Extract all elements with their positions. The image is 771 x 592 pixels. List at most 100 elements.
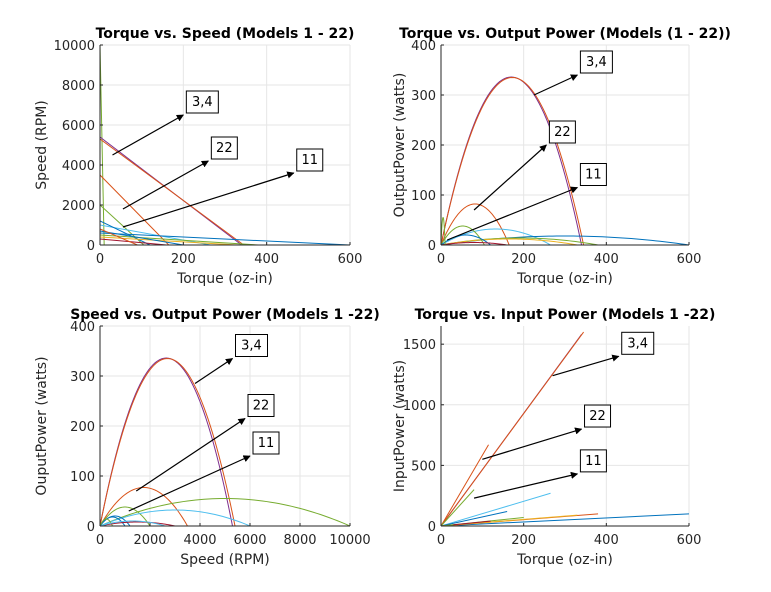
series-line-1 [100,45,105,245]
series-line-10 [100,521,176,526]
y-axis-label: Speed (RPM) [34,100,50,190]
y-tick-label: 6000 [62,119,95,134]
chart-title: Torque vs. Output Power (Models (1 - 22)… [399,26,731,42]
x-tick-label: 200 [511,252,536,267]
annotation-box-11 [296,148,324,172]
annotation-arrow-11 [122,171,295,228]
annotation-box-11 [579,163,607,186]
annotation-box-22 [584,404,612,428]
y-tick-label: 100 [411,189,436,204]
y-tick-label: 100 [70,470,95,485]
series-group [441,76,689,245]
series-line-4 [100,497,350,526]
series-line-9 [100,518,113,526]
series-line-10 [441,242,508,245]
x-axis-label: Torque (oz-in) [176,271,273,287]
annotation-box-11 [579,449,607,473]
annotation-arrow-22 [135,418,246,492]
series-line-5 [441,492,551,526]
y-tick-label: 500 [411,459,436,474]
series-line-3 [100,138,245,245]
annotation-label-22: 22 [554,125,571,140]
y-tick-label: 300 [411,89,436,104]
series-line-8 [441,225,485,245]
chart-title: Torque vs. Input Power (Models 1 -22) [415,307,716,323]
series-line-8 [100,515,131,526]
x-tick-label: 4000 [183,533,216,548]
annotation-arrow-11 [128,455,251,512]
annotation-arrow-3-4 [533,74,579,96]
series-line-11 [100,520,166,526]
x-tick-label: 600 [677,252,702,267]
annotation-label-3-4: 3,4 [627,336,648,351]
x-tick-label: 6000 [233,533,266,548]
annotation-label-22: 22 [589,409,606,424]
y-tick-label: 0 [87,520,95,535]
series-line-2 [441,76,585,245]
series-group [441,331,689,526]
annotation-label-3-4: 3,4 [241,339,262,354]
annotation-box-3-4 [579,50,613,74]
chart-4: 0 200 400 600 0 500 1000 1500 Torque vs. Input P… [392,307,715,568]
x-axis-label: Torque (oz-in) [516,552,613,568]
annotation-label-22: 22 [253,399,270,414]
x-tick-label: 600 [677,533,702,548]
y-tick-label: 400 [70,320,95,335]
x-tick-label: 0 [96,533,104,548]
y-axis-label: InputPower (watts) [392,360,408,492]
annotation-arrow-3-4 [552,354,620,377]
y-tick-label: 200 [411,139,436,154]
x-tick-label: 0 [437,252,445,267]
series-line-8 [100,232,350,245]
annotation-box-22 [247,394,275,417]
annotation-arrow-22 [122,160,209,210]
annotation-box-3-4 [185,90,219,114]
y-tick-label: 8000 [62,79,95,94]
y-tick-label: 2000 [62,199,95,214]
series-line-11 [100,238,167,245]
series-line-11 [441,216,446,245]
series-line-7 [441,238,578,245]
x-tick-label: 600 [338,252,363,267]
x-tick-label: 400 [254,252,279,267]
series-line-6 [441,513,689,526]
annotation-label-11: 11 [585,454,602,469]
x-tick-label: 8000 [283,533,316,548]
x-tick-label: 10000 [329,533,370,548]
annotation-label-11: 11 [258,436,275,451]
series-line-2 [100,357,236,526]
annotation-arrow-11 [473,471,579,499]
annotation-box-3-4 [235,334,268,357]
annotation-box-3-4 [621,331,655,355]
y-tick-label: 1000 [403,399,436,414]
annotation-box-22 [210,136,238,160]
annotation-label-3-4: 3,4 [586,55,607,70]
annotation-label-22: 22 [216,141,233,156]
series-line-6 [100,509,251,526]
annotation-arrow-22 [473,144,547,211]
x-tick-label: 0 [96,252,104,267]
series-line-3 [100,486,188,526]
series-line-12 [100,230,184,245]
series-line-9 [441,510,508,526]
x-tick-label: 200 [171,252,196,267]
annotation-label-3-4: 3,4 [192,95,213,110]
x-tick-label: 200 [511,533,536,548]
x-axis-label: Speed (RPM) [180,552,270,568]
y-tick-label: 4000 [62,159,95,174]
annotation-label-11: 11 [301,153,318,168]
chart-title: Speed vs. Output Power (Models 1 -22) [70,307,380,323]
series-line-3 [441,203,510,245]
y-tick-label: 200 [70,420,95,435]
series-line-2 [441,331,585,526]
y-tick-label: 1500 [403,338,436,353]
chart-3: 0 2000 4000 6000 8000 100000100200300400Speed… [34,307,380,568]
y-axis-label: OutputPower (watts) [392,73,408,218]
y-tick-label: 400 [411,39,436,54]
series-line-4 [441,489,475,526]
annotation-label-11: 11 [585,168,602,183]
annotation-arrow-22 [482,427,583,460]
series-line-4 [100,174,170,245]
